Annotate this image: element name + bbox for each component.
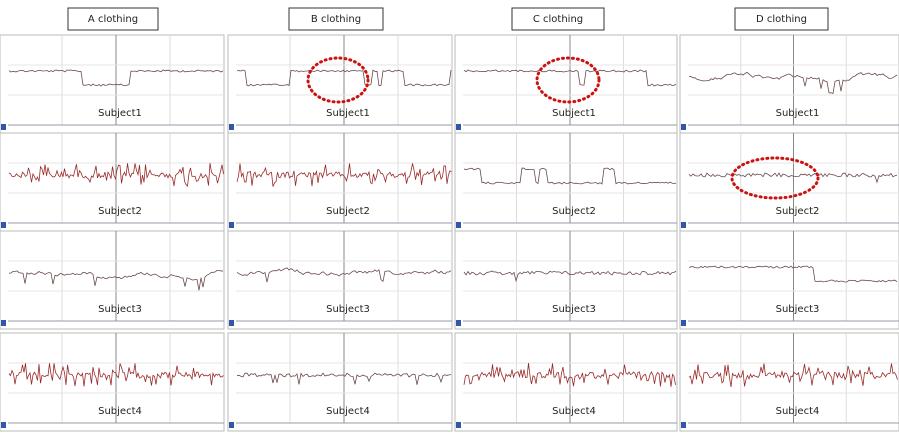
signal-panel: Subject3 xyxy=(455,231,677,329)
figure: A clothing Subject1 Subject2 Subject3 Subjec… xyxy=(0,0,899,437)
subject-label: Subject3 xyxy=(552,304,596,315)
subject-label: Subject1 xyxy=(326,108,370,119)
signal-panel: Subject4 xyxy=(680,333,899,431)
axis-marker xyxy=(229,124,234,130)
axis-marker xyxy=(456,124,461,130)
subject-label: Subject1 xyxy=(776,108,820,119)
subject-label: Subject3 xyxy=(98,304,142,315)
subject-label: Subject3 xyxy=(326,304,370,315)
subject-label: Subject1 xyxy=(552,108,596,119)
axis-marker xyxy=(1,422,6,428)
subject-label: Subject4 xyxy=(552,406,596,417)
axis-marker xyxy=(456,422,461,428)
axis-marker xyxy=(229,320,234,326)
signal-panel: Subject1 xyxy=(680,35,899,133)
signal-panel: Subject2 xyxy=(680,133,899,231)
signal-panel: Subject1 xyxy=(0,35,224,133)
signal-panel: Subject4 xyxy=(228,333,452,431)
subject-label: Subject4 xyxy=(776,406,820,417)
signal-panel: Subject4 xyxy=(0,333,224,431)
axis-marker xyxy=(456,320,461,326)
subject-label: Subject3 xyxy=(776,304,820,315)
axis-marker xyxy=(1,320,6,326)
subject-label: Subject2 xyxy=(98,206,142,217)
signal-panel: Subject2 xyxy=(228,133,452,231)
axis-marker xyxy=(456,222,461,228)
signal-panel: Subject1 xyxy=(228,35,452,133)
signal-panel: Subject3 xyxy=(0,231,224,329)
column-title: D clothing xyxy=(756,14,807,25)
axis-marker xyxy=(229,422,234,428)
column-title: B clothing xyxy=(311,14,361,25)
signal-panel: Subject2 xyxy=(455,133,677,231)
subject-label: Subject4 xyxy=(326,406,370,417)
subject-label: Subject2 xyxy=(326,206,370,217)
signal-panel: Subject2 xyxy=(0,133,224,231)
signal-panel: Subject3 xyxy=(680,231,899,329)
axis-marker xyxy=(1,124,6,130)
axis-marker xyxy=(1,222,6,228)
subject-label: Subject1 xyxy=(98,108,142,119)
axis-marker xyxy=(681,124,686,130)
subject-label: Subject2 xyxy=(776,206,820,217)
axis-marker xyxy=(229,222,234,228)
axis-marker xyxy=(681,320,686,326)
signal-panel: Subject3 xyxy=(228,231,452,329)
signal-panel: Subject4 xyxy=(455,333,677,431)
signal-panel: Subject1 xyxy=(455,35,677,133)
column-title: C clothing xyxy=(533,14,583,25)
axis-marker xyxy=(681,222,686,228)
axis-marker xyxy=(681,422,686,428)
column-title: A clothing xyxy=(88,14,138,25)
subject-label: Subject2 xyxy=(552,206,596,217)
subject-label: Subject4 xyxy=(98,406,142,417)
